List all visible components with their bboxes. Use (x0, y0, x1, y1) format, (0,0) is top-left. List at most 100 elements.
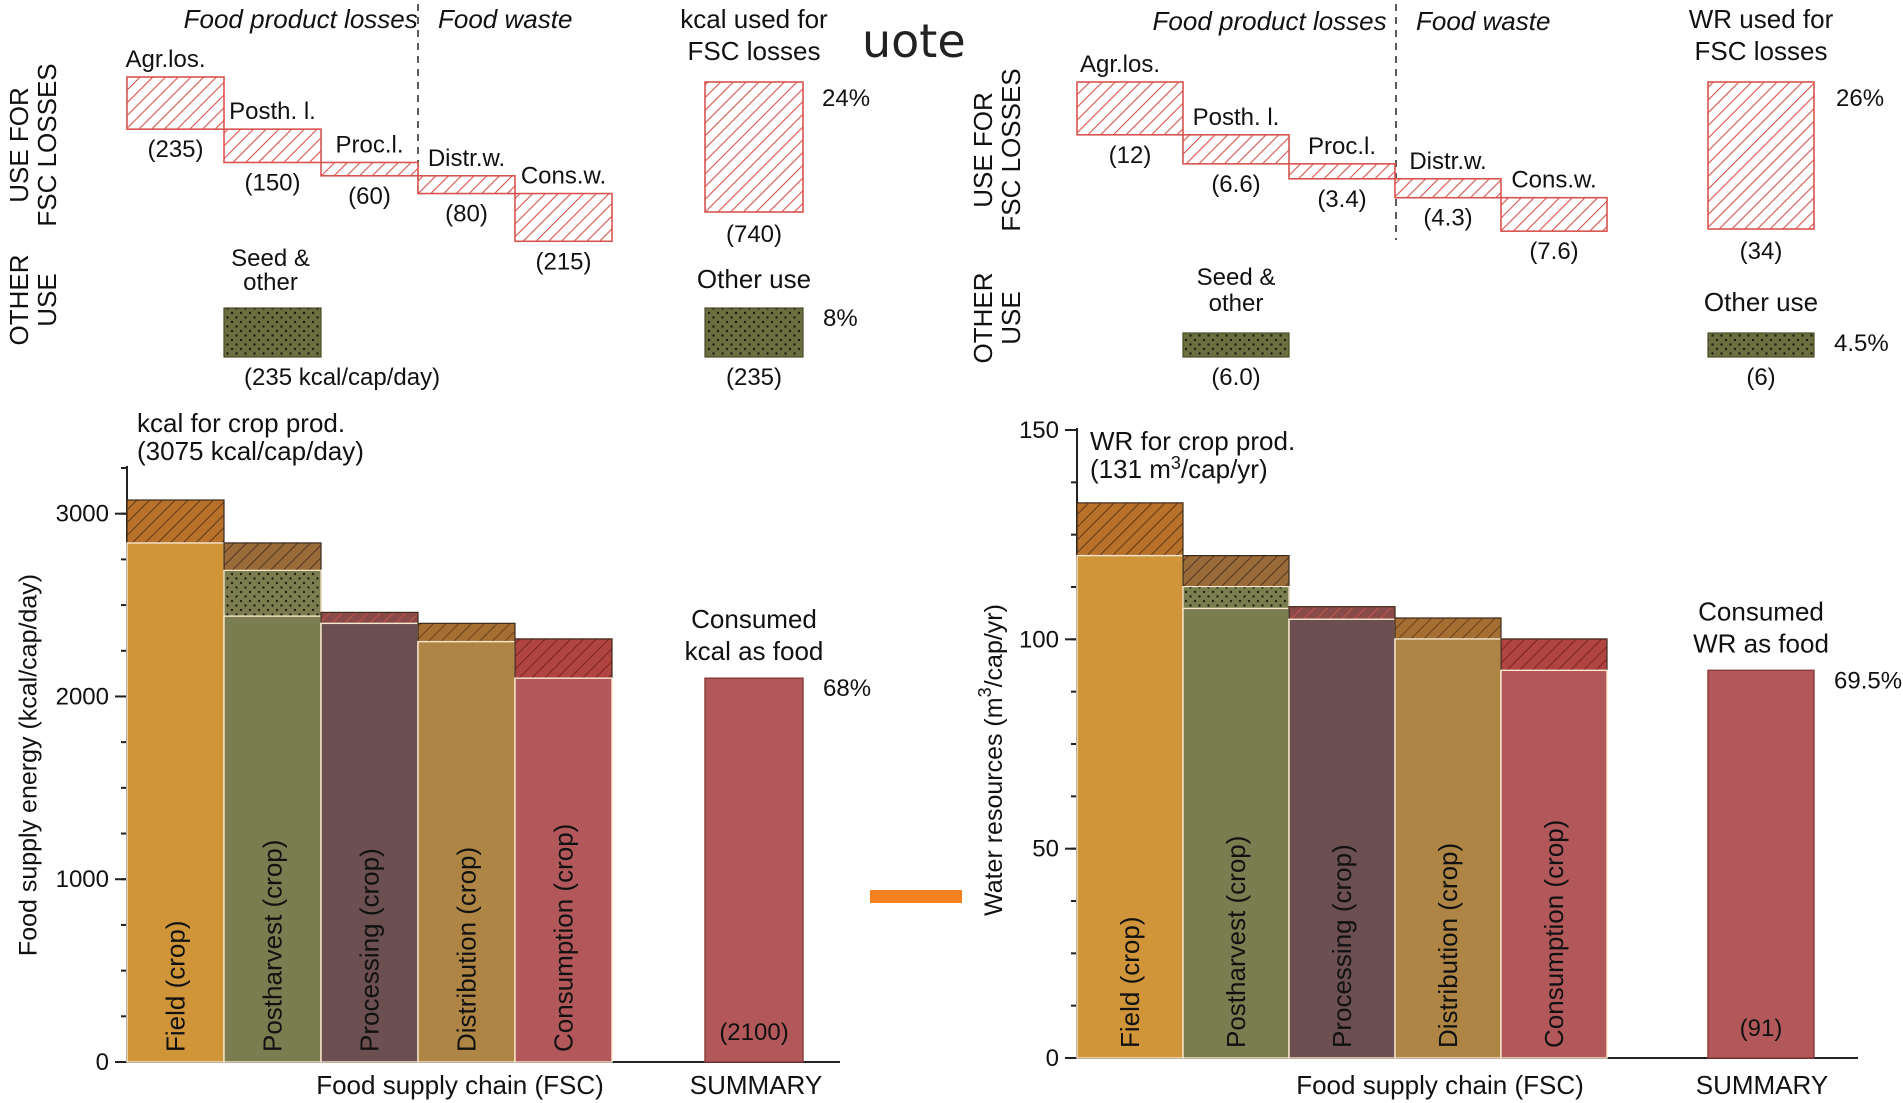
summary-axis-label: SUMMARY (690, 1070, 822, 1100)
chart-panel-2: 0 50 100 150 Water resources (m3/cap/yr) WR f… (968, 4, 1902, 1100)
x-axis-label: Food supply chain (FSC) (316, 1070, 604, 1100)
bar-loss-3 (1288, 606, 1396, 620)
chart-subtitle: (131 m3/cap/yr) (1090, 453, 1268, 484)
loss-step-value-5: (215) (535, 248, 591, 275)
loss-step-1 (1076, 81, 1184, 136)
stage-label-5: Consumption (crop) (1539, 820, 1569, 1048)
other-use-summary-percent: 4.5% (1834, 330, 1889, 357)
stage-label-3: Processing (crop) (355, 848, 385, 1052)
loss-step-label-4: Distr.w. (1409, 148, 1486, 175)
loss-step-value-3: (3.4) (1317, 186, 1366, 213)
bar-stage-3 (1288, 618, 1396, 1059)
summary-bar (1707, 669, 1815, 1059)
row-label-other-use-1: OTHER (968, 273, 998, 364)
stage-label-4: Distribution (crop) (1433, 843, 1463, 1048)
summary-bar (704, 677, 804, 1063)
loss-step-value-3: (60) (348, 183, 391, 210)
other-use-item-label-2: other (1209, 290, 1264, 317)
x-axis-label: Food supply chain (FSC) (1296, 1070, 1584, 1100)
other-use-item-label-1: Seed & (1197, 264, 1276, 291)
loss-step-value-4: (4.3) (1423, 205, 1472, 232)
loss-step-4 (417, 174, 516, 195)
row-label-other-use-2: USE (996, 291, 1026, 344)
loss-step-value-1: (235) (147, 136, 203, 163)
y-tick-label: 1000 (56, 866, 109, 893)
y-tick-label: 0 (1046, 1045, 1059, 1072)
y-tick-label: 3000 (56, 501, 109, 528)
bar-loss-4 (417, 622, 516, 643)
group-label-food-waste: Food waste (438, 4, 572, 34)
loss-step-label-5: Cons.w. (1511, 167, 1596, 194)
row-label-fsc-losses-2: FSC LOSSES (996, 68, 1026, 231)
bar-loss-5 (514, 638, 613, 679)
chart-title: WR for crop prod. (1090, 426, 1295, 456)
fsc-losses-summary-header-1: kcal used for (680, 4, 828, 34)
fsc-losses-summary-header-1: WR used for (1689, 4, 1834, 34)
loss-step-value-2: (6.6) (1211, 171, 1260, 198)
stage-label-4: Distribution (crop) (452, 847, 482, 1052)
loss-step-value-1: (12) (1109, 142, 1152, 169)
other-use-item-label-2: other (243, 269, 298, 296)
loss-step-1 (126, 76, 225, 130)
chart-panel-1: 0 1000 2000 3000 Food supply energy (kcal/ca… (4, 4, 871, 1100)
group-label-food-product-losses: Food product losses (184, 4, 418, 34)
summary-header-2: kcal as food (685, 636, 824, 666)
loss-step-label-5: Cons.w. (521, 163, 606, 190)
bar-loss-5 (1500, 638, 1608, 671)
bar-stage-4 (417, 640, 516, 1063)
other-use-item-value: (6.0) (1211, 364, 1260, 391)
loss-step-3 (320, 161, 419, 177)
stage-label-2: Postharvest (crop) (1221, 836, 1251, 1048)
row-label-fsc-losses-1: USE FOR (4, 87, 34, 203)
bar-seed-other-band (223, 569, 322, 617)
group-label-food-product-losses: Food product losses (1153, 6, 1387, 36)
y-axis-label: Food supply energy (kcal/cap/day) (15, 574, 43, 956)
summary-percent: 69.5% (1834, 667, 1902, 694)
loss-step-label-2: Posth. l. (1193, 104, 1280, 131)
loss-step-label-4: Distr.w. (428, 145, 505, 172)
loss-step-3 (1288, 163, 1396, 180)
loss-step-label-1: Agr.los. (1080, 51, 1160, 78)
other-use-summary-value: (6) (1746, 364, 1775, 391)
bar-stage-1 (126, 542, 225, 1063)
y-axis-label: Water resources (m3/cap/yr) (975, 604, 1008, 916)
other-use-item-value: (235 kcal/cap/day) (244, 364, 440, 391)
fsc-losses-summary-value: (740) (726, 221, 782, 248)
y-tick-label: 2000 (56, 683, 109, 710)
loss-step-5 (1500, 196, 1608, 232)
bar-stage-4 (1394, 638, 1502, 1059)
row-label-other-use-2: USE (32, 273, 62, 326)
bar-loss-1 (1076, 502, 1184, 557)
y-tick-label: 150 (1019, 417, 1059, 444)
fsc-losses-summary-percent: 26% (1836, 85, 1884, 112)
loss-step-2 (223, 128, 322, 164)
bar-stage-1 (1076, 554, 1184, 1059)
other-use-summary-header: Other use (697, 264, 811, 294)
bar-stage-2 (1182, 607, 1290, 1059)
other-use-seed-bar (1182, 332, 1290, 358)
summary-value-label: (91) (1740, 1015, 1783, 1042)
bar-stage-5 (1500, 669, 1608, 1059)
orange-accent-mark (870, 890, 962, 903)
y-tick-label: 50 (1032, 836, 1059, 863)
summary-value-label: (2100) (719, 1019, 788, 1046)
summary-header-1: Consumed (1698, 596, 1824, 626)
loss-step-label-2: Posth. l. (229, 98, 316, 125)
row-label-fsc-losses-2: FSC LOSSES (32, 63, 62, 226)
fsc-losses-summary-percent: 24% (822, 85, 870, 112)
bar-seed-other-band (1182, 585, 1290, 609)
bar-stage-2 (223, 615, 322, 1063)
overlay-text-fragment: uote (862, 14, 966, 68)
group-label-food-waste: Food waste (1416, 6, 1550, 36)
loss-step-2 (1182, 134, 1290, 165)
other-use-seed-bar (223, 307, 322, 358)
other-use-summary-bar (704, 307, 804, 358)
other-use-summary-value: (235) (726, 364, 782, 391)
summary-percent: 68% (823, 675, 871, 702)
stage-label-3: Processing (crop) (1327, 844, 1357, 1048)
bar-stage-5 (514, 677, 613, 1063)
chart-title: kcal for crop prod. (137, 408, 345, 438)
stage-label-1: Field (crop) (161, 921, 191, 1052)
loss-step-value-2: (150) (244, 169, 300, 196)
